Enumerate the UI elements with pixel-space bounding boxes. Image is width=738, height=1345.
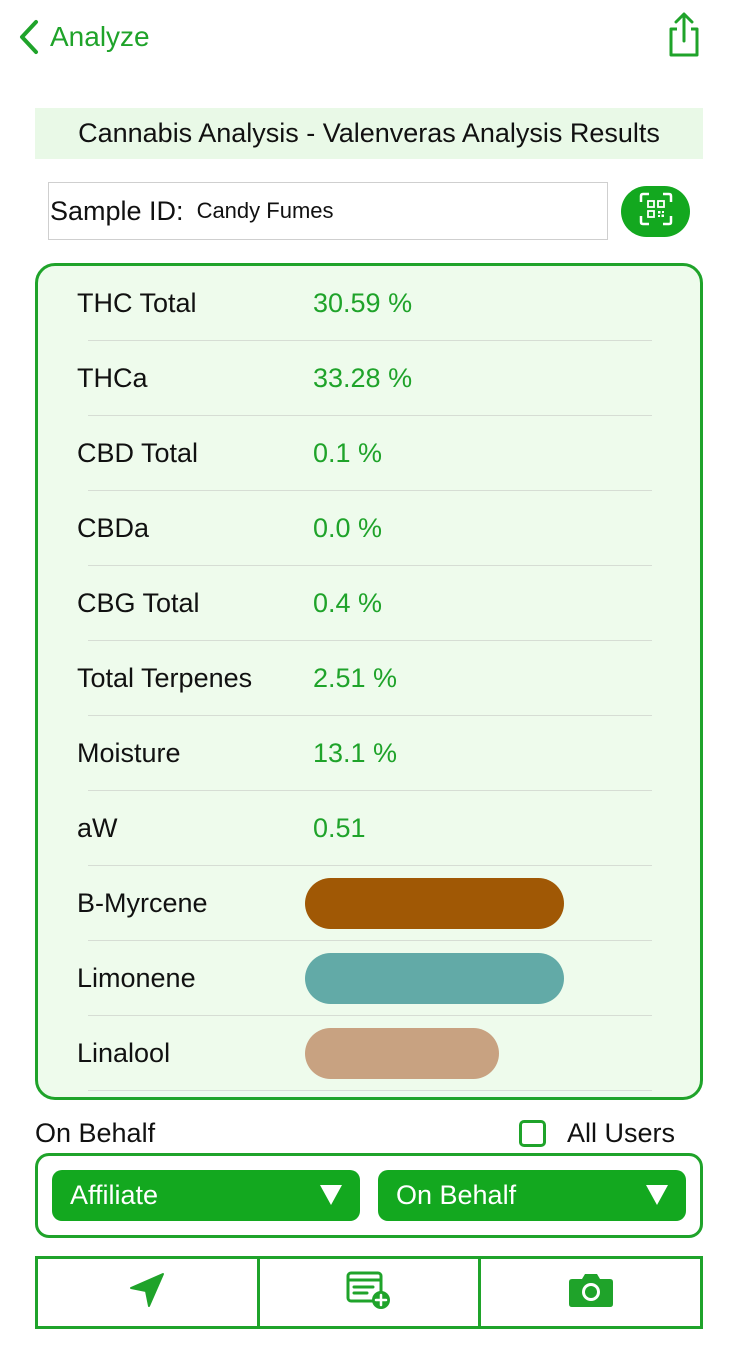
terpene-level-bar: [305, 953, 564, 1004]
terpene-label: Limonene: [77, 963, 196, 993]
sample-id-field[interactable]: Sample ID:: [48, 182, 608, 240]
result-value: 0.1 %: [313, 438, 383, 468]
camera-button[interactable]: [478, 1259, 700, 1326]
behalf-selectors: Affiliate On Behalf: [35, 1153, 703, 1238]
all-users-label: All Users: [567, 1118, 676, 1148]
result-label: CBDa: [77, 513, 150, 543]
row-divider: [88, 640, 652, 641]
terpene-row: Linalool: [38, 1016, 700, 1091]
back-button-label: Analyze: [50, 21, 150, 52]
location-button[interactable]: [38, 1259, 257, 1326]
sample-id-label: Sample ID:: [50, 195, 184, 226]
result-label: Moisture: [77, 738, 181, 768]
on-behalf-dropdown-value: On Behalf: [396, 1180, 517, 1210]
result-value: 13.1 %: [313, 738, 398, 768]
row-divider: [88, 1015, 652, 1016]
result-row: Total Terpenes 2.51 %: [38, 641, 700, 716]
row-divider: [88, 715, 652, 716]
row-divider: [88, 865, 652, 866]
result-value: 2.51 %: [313, 663, 398, 693]
on-behalf-dropdown[interactable]: On Behalf: [378, 1170, 686, 1221]
result-label: THC Total: [77, 288, 197, 318]
result-label: THCa: [77, 363, 148, 393]
terpene-row: B-Myrcene: [38, 866, 700, 941]
row-divider: [88, 490, 652, 491]
qr-scan-icon: [639, 192, 673, 231]
qr-scan-button[interactable]: [621, 186, 690, 237]
chevron-left-icon: [18, 19, 40, 55]
result-row: CBD Total 0.1 %: [38, 416, 700, 491]
result-value: 33.28 %: [313, 363, 413, 393]
result-row: Moisture 13.1 %: [38, 716, 700, 791]
bottom-toolbar: [35, 1256, 703, 1329]
all-users-checkbox[interactable]: [519, 1120, 546, 1147]
back-button[interactable]: Analyze: [18, 14, 150, 60]
result-value: 30.59 %: [313, 288, 413, 318]
result-label: CBD Total: [77, 438, 199, 468]
row-divider: [88, 1090, 652, 1091]
on-behalf-label: On Behalf: [35, 1118, 156, 1148]
all-users-toggle[interactable]: All Users: [519, 1118, 675, 1149]
caret-down-icon: [318, 1182, 344, 1215]
row-divider: [88, 415, 652, 416]
result-row: aW 0.51: [38, 791, 700, 866]
result-row: THC Total 30.59 %: [38, 266, 700, 341]
result-row: CBDa 0.0 %: [38, 491, 700, 566]
result-row: CBG Total 0.4 %: [38, 566, 700, 641]
result-row: THCa 33.28 %: [38, 341, 700, 416]
terpene-level-bar: [305, 878, 564, 929]
terpene-label: B-Myrcene: [77, 888, 208, 918]
page-title: Cannabis Analysis - Valenveras Analysis …: [35, 108, 703, 159]
sample-id-input[interactable]: [196, 198, 577, 224]
row-divider: [88, 565, 652, 566]
camera-icon: [567, 1271, 615, 1314]
terpene-row: Limonene: [38, 941, 700, 1016]
results-panel: THC Total 30.59 % THCa 33.28 % CBD Total 0.1 …: [35, 263, 703, 1100]
result-value: 0.0 %: [313, 513, 383, 543]
affiliate-dropdown[interactable]: Affiliate: [52, 1170, 360, 1221]
row-divider: [88, 940, 652, 941]
add-form-icon: [345, 1270, 393, 1315]
location-arrow-icon: [128, 1271, 166, 1314]
result-value: 0.4 %: [313, 588, 383, 618]
add-form-button[interactable]: [256, 1259, 479, 1326]
caret-down-icon: [644, 1182, 670, 1215]
terpene-label: Linalool: [77, 1038, 171, 1068]
terpene-level-bar: [305, 1028, 499, 1079]
result-label: aW: [77, 813, 118, 843]
result-value: 0.51: [313, 813, 366, 843]
share-icon[interactable]: [664, 12, 704, 58]
result-label: Total Terpenes: [77, 663, 253, 693]
affiliate-dropdown-value: Affiliate: [70, 1180, 159, 1210]
result-label: CBG Total: [77, 588, 200, 618]
row-divider: [88, 790, 652, 791]
row-divider: [88, 340, 652, 341]
